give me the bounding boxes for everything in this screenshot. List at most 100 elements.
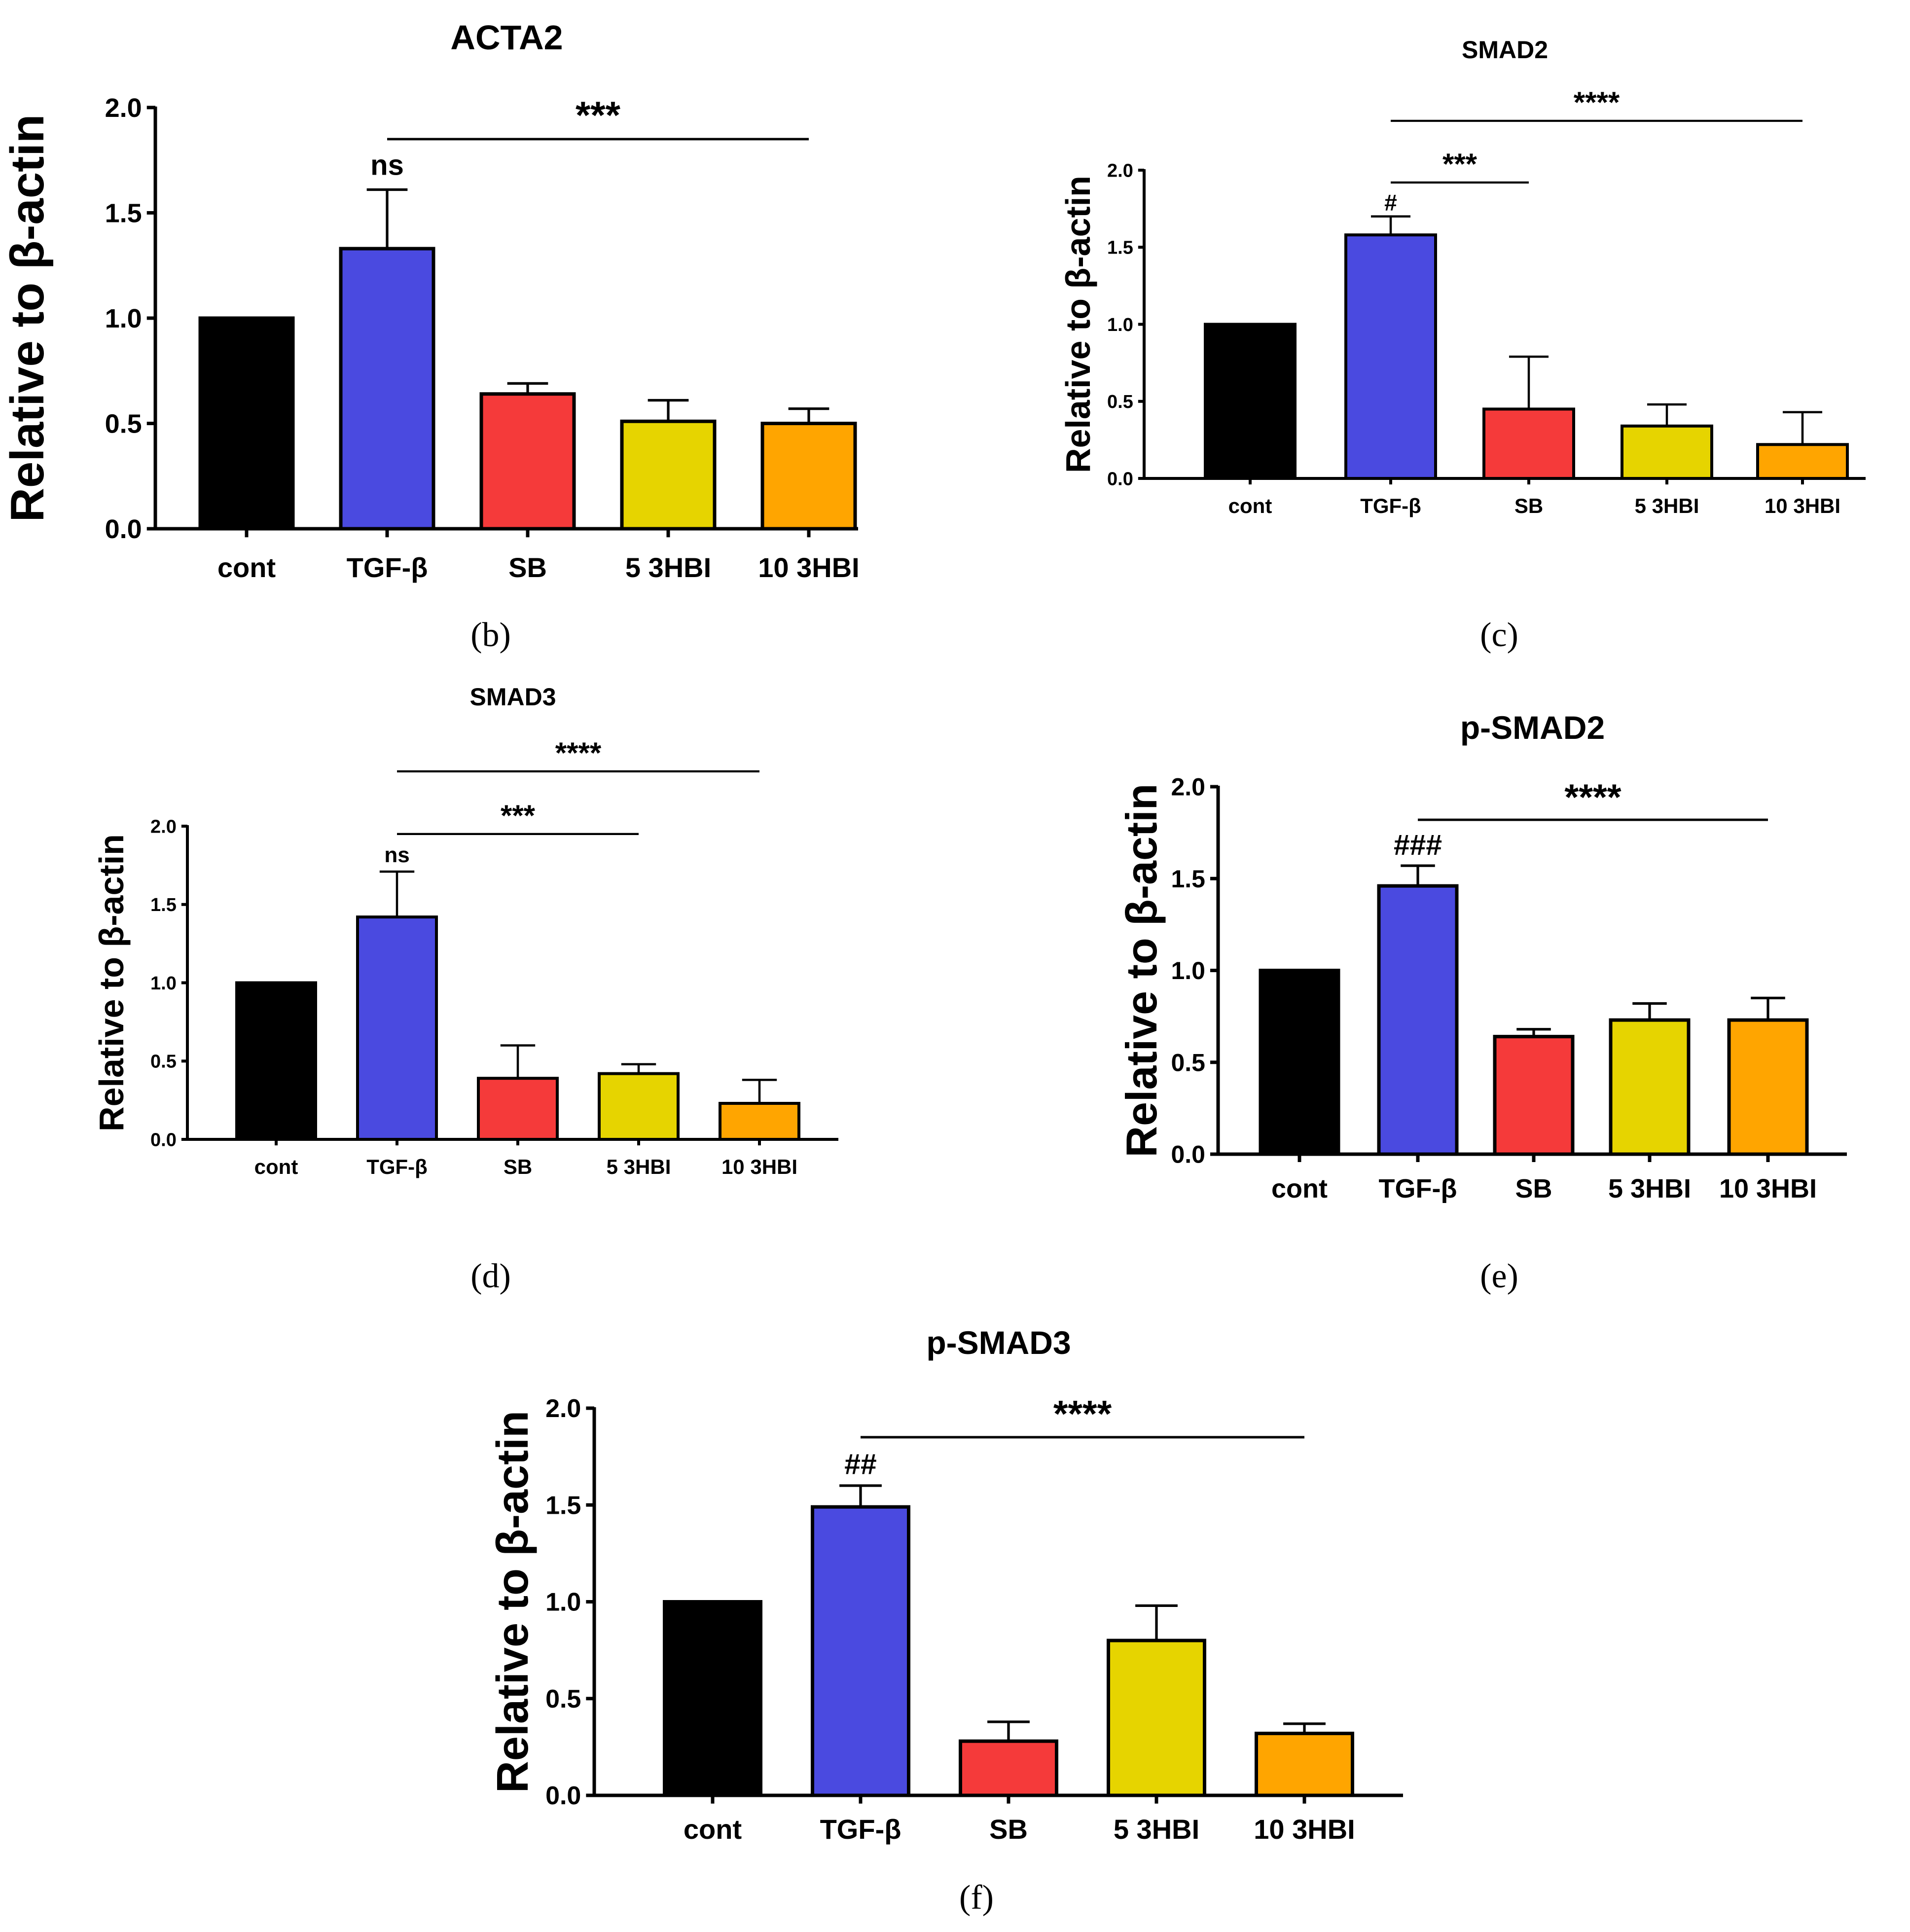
- x-category-label: TGF-β: [820, 1814, 901, 1845]
- x-category-label: TGF-β: [1360, 494, 1421, 517]
- bar-5-3hbi: [1621, 424, 1713, 480]
- x-category-label: 5 3HBI: [607, 1155, 671, 1178]
- panel-c-smad2-chart: SMAD2 Relative to β-actin 0.0 0.5 1.0 1.5 2.0 c…: [1059, 36, 1866, 517]
- bar-tgf-β: [811, 1505, 910, 1797]
- bar-sb: [959, 1739, 1058, 1797]
- bar-sb: [477, 1077, 559, 1141]
- x-category-label: 10 3HBI: [721, 1155, 797, 1178]
- bar-10-3hbi: [760, 422, 857, 531]
- panel-label-b: (b): [470, 616, 511, 654]
- bar-tgf-β: [1344, 233, 1437, 480]
- y-tick-label: 0.0: [1171, 1141, 1205, 1168]
- bar-tgf-β: [356, 915, 438, 1141]
- significance-stars: ****: [1053, 1393, 1112, 1435]
- panel-label-d: (d): [470, 1257, 511, 1295]
- y-tick-label: 2.0: [150, 816, 177, 837]
- significance-label: ns: [384, 843, 409, 867]
- y-tick-label: 1.5: [1107, 238, 1133, 258]
- bar-5-3hbi: [1107, 1639, 1206, 1797]
- x-category-label: cont: [254, 1155, 298, 1178]
- bar-5-3hbi: [598, 1072, 680, 1141]
- panel-e-p-smad2-chart: p-SMAD2 Relative to β-actin 0.0 0.5 1.0 1.5 2.…: [1117, 709, 1847, 1203]
- x-category-label: 5 3HBI: [1635, 494, 1699, 517]
- chart-title: p-SMAD2: [1460, 709, 1605, 746]
- x-category-label: cont: [1271, 1174, 1328, 1203]
- y-tick-label: 0.5: [545, 1685, 581, 1713]
- y-tick-label: 0.0: [150, 1130, 177, 1150]
- significance-label: ns: [370, 149, 404, 182]
- x-category-label: cont: [217, 552, 276, 583]
- x-category-label: TGF-β: [347, 552, 428, 583]
- y-tick-label: 1.5: [105, 198, 142, 228]
- significance-stars: ****: [555, 736, 602, 769]
- chart-title: p-SMAD3: [926, 1324, 1071, 1361]
- y-tick-label: 0.0: [545, 1782, 581, 1810]
- x-category-label: SB: [504, 1155, 532, 1178]
- bar-5-3hbi: [1609, 1018, 1691, 1156]
- panel-b-acta2-chart: ACTA2 Relative to β-actin 0.0 0.5 1.0 1.5 2.0 c…: [1, 18, 860, 583]
- x-category-label: SB: [1515, 1174, 1552, 1203]
- y-tick-label: 0.0: [1107, 469, 1133, 489]
- bar-sb: [1482, 407, 1575, 480]
- y-tick-label: 0.5: [1171, 1049, 1205, 1076]
- y-tick-label: 1.5: [1171, 865, 1205, 893]
- x-category-label: 5 3HBI: [625, 552, 711, 583]
- bar-cont: [1259, 969, 1340, 1156]
- bar-sb: [479, 392, 576, 531]
- y-axis-label: Relative to β-actin: [1059, 176, 1097, 473]
- bar-10-3hbi: [719, 1101, 800, 1141]
- y-tick-label: 1.0: [1107, 315, 1133, 335]
- chart-title: SMAD3: [469, 683, 556, 711]
- chart-title: SMAD2: [1462, 36, 1548, 64]
- y-axis-label: Relative to β-actin: [1117, 784, 1166, 1158]
- x-category-label: 5 3HBI: [1608, 1174, 1691, 1203]
- y-tick-label: 1.5: [545, 1491, 581, 1520]
- chart-title: ACTA2: [450, 18, 563, 57]
- y-tick-label: 0.5: [150, 1052, 177, 1072]
- y-tick-label: 2.0: [1107, 160, 1133, 181]
- y-tick-label: 1.0: [545, 1588, 581, 1617]
- y-axis-label: Relative to β-actin: [488, 1411, 538, 1793]
- y-tick-label: 0.5: [1107, 392, 1133, 412]
- x-category-label: TGF-β: [1379, 1174, 1457, 1203]
- significance-stars: ***: [1442, 147, 1478, 181]
- y-tick-label: 0.5: [105, 409, 142, 438]
- bar-sb: [1493, 1035, 1575, 1156]
- y-tick-label: 1.0: [150, 973, 177, 994]
- x-category-label: cont: [684, 1814, 742, 1845]
- y-tick-label: 0.0: [105, 514, 142, 544]
- bar-cont: [1204, 323, 1297, 480]
- y-tick-label: 1.5: [150, 895, 177, 915]
- x-category-label: TGF-β: [366, 1155, 428, 1178]
- significance-label: ###: [1394, 829, 1442, 861]
- y-tick-label: 2.0: [1171, 773, 1205, 801]
- x-category-label: 10 3HBI: [1254, 1814, 1355, 1845]
- bar-cont: [198, 316, 295, 531]
- y-tick-label: 1.0: [105, 304, 142, 333]
- significance-stars: ****: [1574, 86, 1620, 119]
- significance-label: #: [1384, 189, 1397, 215]
- x-category-label: SB: [508, 552, 547, 583]
- y-tick-label: 2.0: [545, 1394, 581, 1423]
- x-category-label: 10 3HBI: [758, 552, 859, 583]
- bar-10-3hbi: [1756, 443, 1849, 480]
- x-category-label: SB: [989, 1814, 1028, 1845]
- y-tick-label: 2.0: [105, 93, 142, 123]
- panel-label-c: (c): [1480, 616, 1518, 654]
- x-category-label: 10 3HBI: [1719, 1174, 1817, 1203]
- bar-10-3hbi: [1255, 1731, 1354, 1797]
- bar-cont: [235, 981, 317, 1141]
- significance-label: ##: [844, 1448, 876, 1480]
- y-axis-label: Relative to β-actin: [92, 834, 131, 1131]
- panel-d-smad3-chart: SMAD3 Relative to β-actin 0.0 0.5 1.0 1.5 2.0 c…: [92, 683, 838, 1178]
- significance-stars: ***: [501, 799, 536, 832]
- x-category-label: SB: [1514, 494, 1543, 517]
- x-category-label: 10 3HBI: [1765, 494, 1840, 517]
- y-tick-label: 1.0: [1171, 957, 1205, 984]
- x-category-label: cont: [1228, 494, 1272, 517]
- significance-stars: ***: [576, 93, 621, 137]
- bar-tgf-β: [1377, 884, 1459, 1156]
- significance-stars: ****: [1564, 776, 1621, 817]
- bar-5-3hbi: [620, 419, 717, 531]
